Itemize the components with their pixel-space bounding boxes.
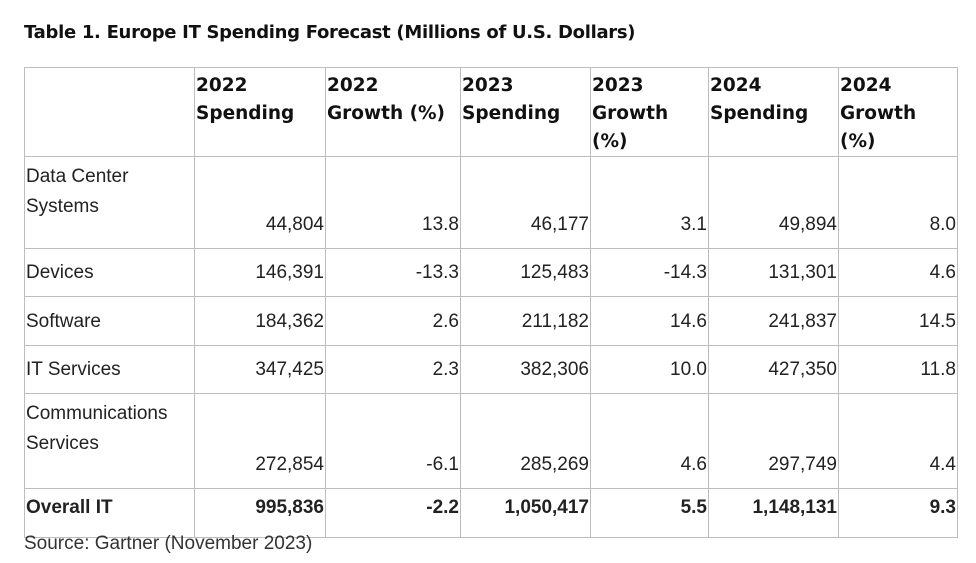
cell-2022-spending: 272,854	[194, 393, 326, 489]
header-cell-2023-spending: 2023 Spending	[460, 67, 591, 157]
header-cell-2022-growth: 2022 Growth (%)	[325, 67, 461, 157]
cell-2023-spending: 382,306	[460, 345, 591, 394]
total-2024-growth: 9.3	[838, 488, 958, 538]
table-total-row: Overall IT 995,836 -2.2 1,050,417 5.5 1,…	[24, 488, 958, 538]
header-cell-2024-growth: 2024 Growth (%)	[838, 67, 958, 157]
cell-2023-growth: 4.6	[590, 393, 709, 489]
cell-2022-growth: -13.3	[325, 248, 461, 297]
cell-2022-growth: 2.3	[325, 345, 461, 394]
row-label-cell: IT Services	[24, 345, 195, 394]
cell-2024-spending: 131,301	[708, 248, 839, 297]
table-row: IT Services 347,425 2.3 382,306 10.0 427…	[24, 345, 958, 394]
cell-2023-spending: 46,177	[460, 156, 591, 249]
cell-2024-spending: 49,894	[708, 156, 839, 249]
cell-2024-spending: 241,837	[708, 296, 839, 346]
cell-2024-growth: 14.5	[838, 296, 958, 346]
cell-2023-growth: 14.6	[590, 296, 709, 346]
total-2023-growth: 5.5	[590, 488, 709, 538]
table-row: Communications Services 272,854 -6.1 285…	[24, 393, 958, 489]
total-label-cell: Overall IT	[24, 488, 195, 538]
cell-2022-spending: 184,362	[194, 296, 326, 346]
cell-2022-growth: -6.1	[325, 393, 461, 489]
row-label-cell: Devices	[24, 248, 195, 297]
cell-2022-growth: 13.8	[325, 156, 461, 249]
total-2022-spending: 995,836	[194, 488, 326, 538]
row-label-cell: Software	[24, 296, 195, 346]
header-cell-2023-growth: 2023 Growth (%)	[590, 67, 709, 157]
header-cell-2022-spending: 2022 Spending	[194, 67, 326, 157]
source-note: Source: Gartner (November 2023)	[24, 533, 313, 554]
cell-2022-spending: 44,804	[194, 156, 326, 249]
cell-2023-growth: 10.0	[590, 345, 709, 394]
cell-2023-spending: 211,182	[460, 296, 591, 346]
total-2022-growth: -2.2	[325, 488, 461, 538]
cell-2022-growth: 2.6	[325, 296, 461, 346]
cell-2024-spending: 427,350	[708, 345, 839, 394]
table-row: Data Center Systems 44,804 13.8 46,177 3…	[24, 156, 958, 249]
total-2023-spending: 1,050,417	[460, 488, 591, 538]
table-header-row: 2022 Spending 2022 Growth (%) 2023 Spend…	[24, 67, 958, 157]
cell-2024-growth: 8.0	[838, 156, 958, 249]
row-label-cell: Data Center Systems	[24, 156, 195, 249]
cell-2023-spending: 285,269	[460, 393, 591, 489]
total-2024-spending: 1,148,131	[708, 488, 839, 538]
cell-2023-growth: 3.1	[590, 156, 709, 249]
cell-2022-spending: 347,425	[194, 345, 326, 394]
cell-2024-growth: 4.4	[838, 393, 958, 489]
cell-2023-growth: -14.3	[590, 248, 709, 297]
cell-2024-spending: 297,749	[708, 393, 839, 489]
header-cell-2024-spending: 2024 Spending	[708, 67, 839, 157]
cell-2023-spending: 125,483	[460, 248, 591, 297]
table-title: Table 1. Europe IT Spending Forecast (Mi…	[24, 22, 636, 43]
table-row: Devices 146,391 -13.3 125,483 -14.3 131,…	[24, 248, 958, 297]
table-row: Software 184,362 2.6 211,182 14.6 241,83…	[24, 296, 958, 346]
cell-2024-growth: 11.8	[838, 345, 958, 394]
cell-2024-growth: 4.6	[838, 248, 958, 297]
cell-2022-spending: 146,391	[194, 248, 326, 297]
it-spending-table: 2022 Spending 2022 Growth (%) 2023 Spend…	[24, 67, 958, 538]
header-cell-row-label	[24, 67, 195, 157]
row-label-cell: Communications Services	[24, 393, 195, 489]
